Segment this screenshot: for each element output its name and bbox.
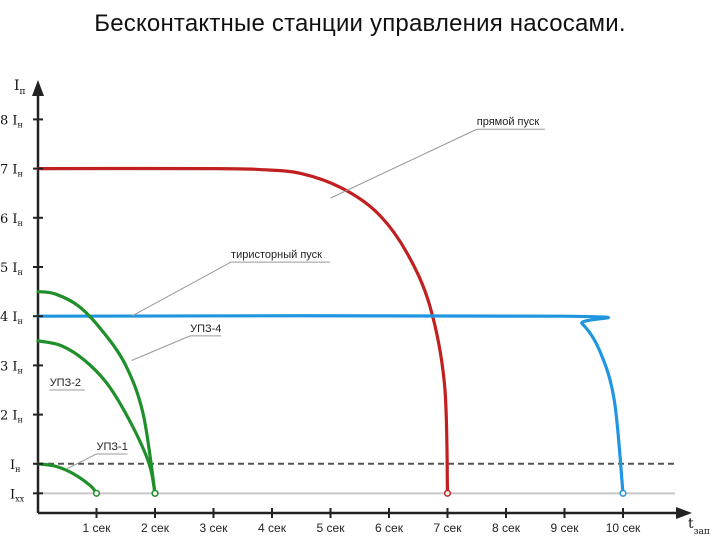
y-tick-main-3: I <box>12 261 17 276</box>
series-line-direct <box>36 166 450 495</box>
y-tick-label-6: 2 Iн <box>0 409 23 425</box>
y-tick-main-1: I <box>12 163 17 178</box>
y-tick-label-2: 6 Iн <box>0 212 23 228</box>
y-tick-main-0: I <box>12 113 17 128</box>
y-tick-label-8: Iхх <box>10 487 25 503</box>
annotation-label-0: прямой пуск <box>477 116 540 128</box>
annotation-label-3: УПЗ-2 <box>50 377 81 389</box>
x-tick-label-5: 6 сек <box>375 521 404 535</box>
axes: Iп tзап <box>14 78 710 537</box>
y-tick-sub-8: хх <box>15 494 25 503</box>
y-axis-label: Iп <box>14 78 26 97</box>
annotation-leader-2 <box>131 335 191 361</box>
y-tick-label-3: 5 Iн <box>0 261 23 277</box>
annotation-label-1: тиристорный пуск <box>231 249 322 261</box>
series-line-thyristor <box>36 314 625 495</box>
x-axis-label: tзап <box>688 516 710 537</box>
x-tick-label-9: 10 сек <box>606 521 641 535</box>
y-tick-coef-0: 8 <box>0 113 12 128</box>
y-tick-sub-4: н <box>18 317 23 326</box>
annotation-label-2: УПЗ-4 <box>190 323 221 335</box>
y-tick-coef-3: 5 <box>0 261 12 276</box>
x-tick-label-7: 8 сек <box>492 521 521 535</box>
y-tick-main-4: I <box>12 310 17 325</box>
y-tick-main-6: I <box>12 409 17 424</box>
y-tick-label-5: 3 Iн <box>0 359 23 375</box>
annotation-label-4: УПЗ-1 <box>97 441 128 453</box>
y-tick-sub-5: н <box>18 366 23 375</box>
y-tick-coef-5: 3 <box>0 359 12 374</box>
y-tick-label-4: 4 Iн <box>0 310 23 326</box>
x-tick-label-2: 3 сек <box>200 521 229 535</box>
annotation-leader-1 <box>131 261 232 317</box>
x-axis-arrow <box>676 507 692 519</box>
y-tick-main-7: I <box>10 458 15 473</box>
annotations: прямой пуск тиристорный пуск УПЗ-4 УПЗ-2 УПЗ… <box>49 116 545 470</box>
x-tick-label-4: 5 сек <box>317 521 346 535</box>
y-tick-sub-7: н <box>15 465 20 474</box>
annotation-leader-0 <box>330 128 477 199</box>
y-axis-label-sub: п <box>20 87 26 97</box>
annotation-leader-4 <box>67 453 97 470</box>
y-tick-coef-1: 7 <box>0 163 12 178</box>
y-tick-coef-6: 2 <box>0 409 12 424</box>
series-end-marker-upz1 <box>92 489 101 497</box>
y-tick-label-1: 7 Iн <box>0 163 23 179</box>
y-tick-coef-4: 4 <box>0 310 12 325</box>
x-tick-label-3: 4 сек <box>258 521 287 535</box>
y-tick-sub-6: н <box>18 416 23 425</box>
y-tick-coef-2: 6 <box>0 212 12 227</box>
x-tick-label-8: 9 сек <box>551 521 580 535</box>
y-tick-main-2: I <box>12 212 17 227</box>
series-end-marker-direct <box>443 489 452 497</box>
series-line-upz1 <box>36 462 99 495</box>
x-tick-label-0: 1 сек <box>83 521 112 535</box>
x-tick-label-1: 2 сек <box>141 521 170 535</box>
series-line-upz4 <box>36 290 157 495</box>
y-tick-sub-3: н <box>18 268 23 277</box>
series-line-upz2 <box>36 339 157 495</box>
series-end-marker-upz2 <box>151 489 159 497</box>
y-tick-label-0: 8 Iн <box>0 113 23 129</box>
y-tick-sub-0: н <box>18 120 23 129</box>
series-end-marker-thyristor <box>619 489 627 497</box>
series-group <box>36 166 627 497</box>
slide-title: Бесконтактные станции управления насосам… <box>94 10 626 37</box>
y-tick-main-5: I <box>12 359 17 374</box>
x-tick-label-6: 7 сек <box>434 521 463 535</box>
y-tick-sub-1: н <box>18 170 23 179</box>
y-tick-main-8: I <box>10 487 15 502</box>
y-axis-arrow <box>32 80 44 96</box>
reference-lines <box>38 462 675 495</box>
y-tick-label-7: Iн <box>10 458 20 474</box>
x-axis-label-sub: зап <box>694 527 710 537</box>
y-tick-sub-2: н <box>18 219 23 228</box>
